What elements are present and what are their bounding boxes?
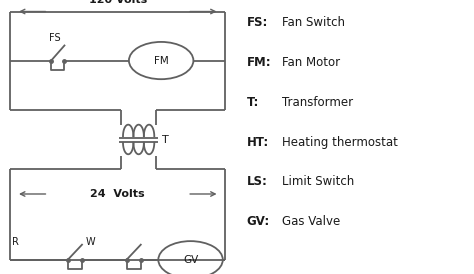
Text: FM: FM bbox=[154, 56, 169, 65]
Text: GV: GV bbox=[183, 255, 198, 265]
Text: Gas Valve: Gas Valve bbox=[282, 215, 340, 228]
Text: Heating thermostat: Heating thermostat bbox=[282, 136, 398, 149]
Text: FS: FS bbox=[49, 33, 61, 43]
Text: Limit Switch: Limit Switch bbox=[282, 175, 354, 188]
Text: FS:: FS: bbox=[246, 16, 268, 29]
Text: R: R bbox=[12, 238, 19, 247]
Text: Transformer: Transformer bbox=[282, 96, 353, 109]
Text: T:: T: bbox=[246, 96, 259, 109]
Text: T: T bbox=[162, 135, 169, 145]
Text: HT:: HT: bbox=[246, 136, 269, 149]
Text: Fan Switch: Fan Switch bbox=[282, 16, 345, 29]
Text: 24  Volts: 24 Volts bbox=[91, 189, 145, 199]
Text: 120 Volts: 120 Volts bbox=[89, 0, 147, 5]
Text: Fan Motor: Fan Motor bbox=[282, 56, 340, 69]
Text: LS:: LS: bbox=[246, 175, 267, 188]
Text: W: W bbox=[86, 238, 95, 247]
Text: FM:: FM: bbox=[246, 56, 271, 69]
Text: GV:: GV: bbox=[246, 215, 270, 228]
